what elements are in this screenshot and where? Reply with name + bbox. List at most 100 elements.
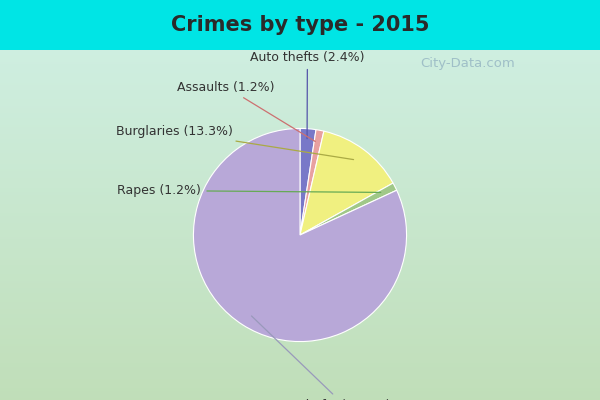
Bar	[0, 73, 600, 76]
Bar	[0, 356, 600, 358]
Bar	[0, 351, 600, 353]
Bar	[0, 309, 600, 311]
Bar	[0, 118, 600, 120]
Bar	[0, 183, 600, 185]
Bar	[0, 332, 600, 335]
Bar	[0, 146, 600, 148]
Bar	[0, 393, 600, 395]
Bar	[0, 304, 600, 307]
Bar	[0, 323, 600, 325]
Bar	[0, 237, 600, 239]
Bar	[0, 164, 600, 167]
Bar	[0, 386, 600, 388]
Bar	[0, 199, 600, 202]
Bar	[0, 225, 600, 227]
Bar	[0, 192, 600, 195]
Bar	[0, 328, 600, 330]
Wedge shape	[193, 128, 407, 342]
Bar	[0, 255, 600, 258]
Bar	[0, 281, 600, 283]
Bar	[0, 367, 600, 370]
Bar	[0, 218, 600, 220]
Bar	[0, 244, 600, 246]
Bar	[0, 232, 600, 234]
Bar	[0, 311, 600, 314]
Bar	[0, 155, 600, 157]
Bar	[0, 251, 600, 253]
Bar	[0, 104, 600, 106]
Bar	[0, 267, 600, 269]
Bar	[0, 71, 600, 73]
Bar	[0, 363, 600, 365]
Bar	[0, 358, 600, 360]
Bar	[0, 318, 600, 321]
Bar	[0, 349, 600, 351]
Bar	[0, 64, 600, 66]
Bar	[0, 265, 600, 267]
Bar	[0, 125, 600, 127]
Bar	[0, 122, 600, 125]
Bar	[0, 160, 600, 162]
Bar	[0, 227, 600, 230]
Bar	[0, 115, 600, 118]
Bar	[0, 335, 600, 337]
Bar	[0, 113, 600, 115]
Bar	[0, 230, 600, 232]
Bar	[0, 307, 600, 309]
Bar	[0, 178, 600, 181]
Bar	[0, 181, 600, 183]
Bar	[0, 188, 600, 190]
Bar	[0, 325, 600, 328]
Bar	[0, 197, 600, 199]
Bar	[0, 297, 600, 300]
Bar	[0, 90, 600, 92]
Text: Rapes (1.2%): Rapes (1.2%)	[118, 184, 381, 197]
Bar	[0, 272, 600, 274]
Bar	[0, 87, 600, 90]
Bar	[0, 384, 600, 386]
Bar	[0, 106, 600, 108]
Bar	[0, 316, 600, 318]
Bar	[0, 241, 600, 244]
Text: City-Data.com: City-Data.com	[421, 58, 515, 70]
Bar	[0, 195, 600, 197]
Bar	[0, 342, 600, 344]
Bar	[0, 69, 600, 71]
Bar	[0, 132, 600, 134]
Bar	[0, 260, 600, 262]
Bar	[0, 213, 600, 216]
Bar	[0, 339, 600, 342]
Bar	[0, 234, 600, 237]
Bar	[0, 50, 600, 52]
Bar	[0, 372, 600, 374]
Bar	[0, 300, 600, 302]
Text: Thefts (81.9%): Thefts (81.9%)	[251, 316, 391, 400]
Bar	[0, 370, 600, 372]
Bar	[0, 55, 600, 57]
Bar	[0, 293, 600, 295]
Bar	[0, 97, 600, 99]
Text: Crimes by type - 2015: Crimes by type - 2015	[171, 15, 429, 35]
Bar	[0, 209, 600, 211]
Bar	[0, 59, 600, 62]
Bar	[0, 150, 600, 153]
Bar	[0, 365, 600, 367]
Bar	[0, 288, 600, 290]
Bar	[0, 206, 600, 209]
Bar	[0, 321, 600, 323]
Bar	[0, 216, 600, 218]
Bar	[0, 290, 600, 293]
Bar	[0, 253, 600, 255]
Bar	[0, 377, 600, 379]
Bar	[0, 171, 600, 174]
Bar	[0, 85, 600, 87]
Wedge shape	[300, 183, 397, 235]
Bar	[0, 379, 600, 381]
Bar	[0, 143, 600, 146]
Bar	[0, 246, 600, 248]
Bar	[0, 157, 600, 160]
Bar	[0, 346, 600, 349]
Bar	[0, 204, 600, 206]
Bar	[0, 185, 600, 188]
Bar	[0, 80, 600, 83]
